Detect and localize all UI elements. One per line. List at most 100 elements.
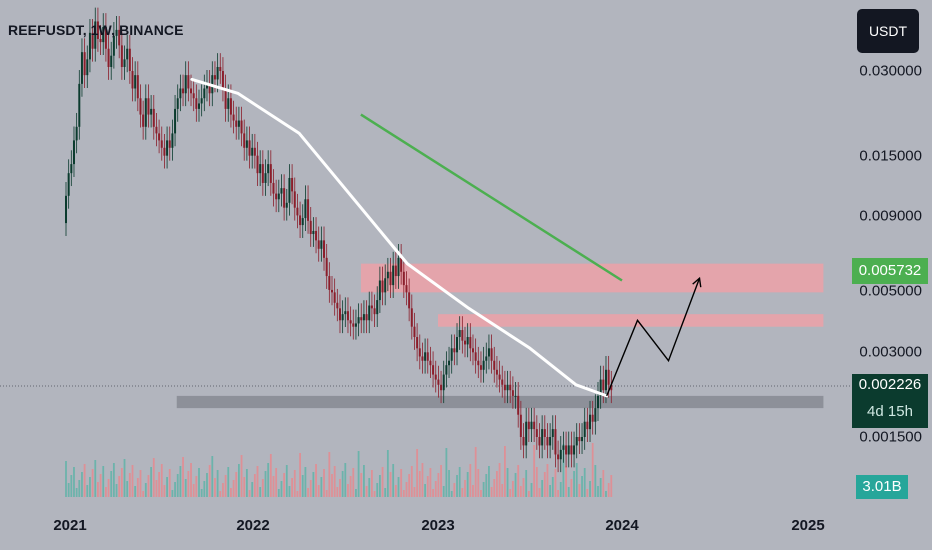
volume-bar (376, 483, 379, 497)
volume-bar (184, 479, 187, 497)
volume-bar (192, 484, 195, 497)
volume-bar (174, 482, 176, 497)
volume-bar (91, 469, 94, 497)
volume-bar (575, 463, 578, 497)
candle-body (227, 98, 230, 109)
candle-body (112, 35, 115, 56)
time-tick: 2021 (53, 517, 87, 534)
candle-body (187, 75, 190, 89)
volume-bar (589, 481, 591, 497)
candle-body (394, 265, 397, 277)
volume-bar (453, 483, 456, 497)
volume-bar (511, 481, 514, 497)
candle-body (416, 337, 419, 349)
moving-average-line (190, 77, 609, 398)
volume-bar (110, 471, 113, 497)
candle-body (341, 314, 344, 321)
candle-body (522, 437, 525, 446)
volume-bar (253, 474, 256, 497)
volume-bar (251, 482, 254, 497)
candle-body (551, 429, 554, 437)
candle-body (126, 48, 129, 60)
volume-bar (432, 489, 434, 497)
candle-body (573, 445, 576, 455)
candle-body (461, 330, 464, 341)
candle-body (479, 365, 482, 370)
candle-body (312, 230, 315, 235)
candle-body (70, 164, 73, 174)
candle-body (474, 352, 477, 361)
volume-bar (296, 491, 299, 497)
candle-body (331, 289, 333, 293)
candle-body (604, 369, 607, 391)
candle-body (410, 308, 413, 327)
volume-bar (442, 486, 445, 497)
candle-body (469, 337, 472, 349)
currency-button[interactable]: USDT (857, 9, 919, 53)
candle-body (541, 429, 544, 446)
volume-bar (203, 481, 206, 497)
candle-body (195, 98, 198, 109)
volume-bar (259, 487, 262, 497)
volume-bar (509, 489, 512, 497)
candle-body (67, 173, 70, 196)
candle-body (150, 108, 153, 115)
volume-bar (168, 469, 171, 497)
volume-bar (150, 467, 153, 497)
candle-body (253, 147, 256, 156)
candle-body (570, 445, 573, 455)
volume-bar (301, 475, 304, 497)
candle-body (578, 437, 581, 442)
volume-bar (224, 475, 227, 497)
candle-body (354, 323, 357, 327)
volume-bar (496, 471, 498, 497)
volume-bar (227, 467, 230, 497)
candle-body (107, 48, 110, 67)
volume-bar (89, 477, 91, 497)
volume-bar (222, 483, 224, 497)
volume-bar (267, 463, 270, 497)
volume-bar (315, 464, 317, 497)
time-tick: 2023 (421, 517, 455, 534)
volume-bar (317, 485, 320, 497)
candle-body (426, 352, 429, 361)
candle-body (442, 374, 445, 391)
candle-body (432, 365, 435, 375)
candle-body (538, 437, 541, 446)
candle-body (370, 305, 373, 309)
volume-bar (198, 468, 200, 497)
volume-bar (120, 468, 123, 497)
candle-body (115, 29, 118, 36)
volume-bar (214, 478, 216, 497)
candle-body (301, 218, 304, 226)
volume-bar (386, 450, 389, 497)
volume-bar (591, 443, 594, 497)
candle-body (559, 449, 562, 460)
candle-body (88, 32, 91, 60)
candle-body (320, 240, 323, 249)
candle-body (136, 75, 139, 99)
candle-body (152, 108, 155, 127)
candle-body (575, 437, 578, 446)
volume-bar (418, 471, 421, 497)
volume-bar (559, 482, 562, 497)
candle-body (408, 292, 411, 309)
candle-body (477, 360, 480, 366)
candle-body (445, 365, 448, 375)
volume-bar (232, 480, 235, 497)
volume-bar (323, 469, 325, 497)
candle-body (495, 369, 498, 375)
volume-bar (421, 463, 424, 497)
candle-body (581, 437, 584, 442)
volume-bar (347, 484, 349, 497)
volume-bar (357, 451, 360, 497)
volume-bar (607, 483, 610, 497)
volume-bar (440, 465, 442, 497)
volume-bar (160, 464, 163, 497)
volume-bar (94, 460, 97, 497)
candle-body (203, 88, 206, 99)
candle-body (99, 38, 102, 43)
volume-bar (466, 472, 469, 497)
volume-bar (176, 474, 179, 497)
